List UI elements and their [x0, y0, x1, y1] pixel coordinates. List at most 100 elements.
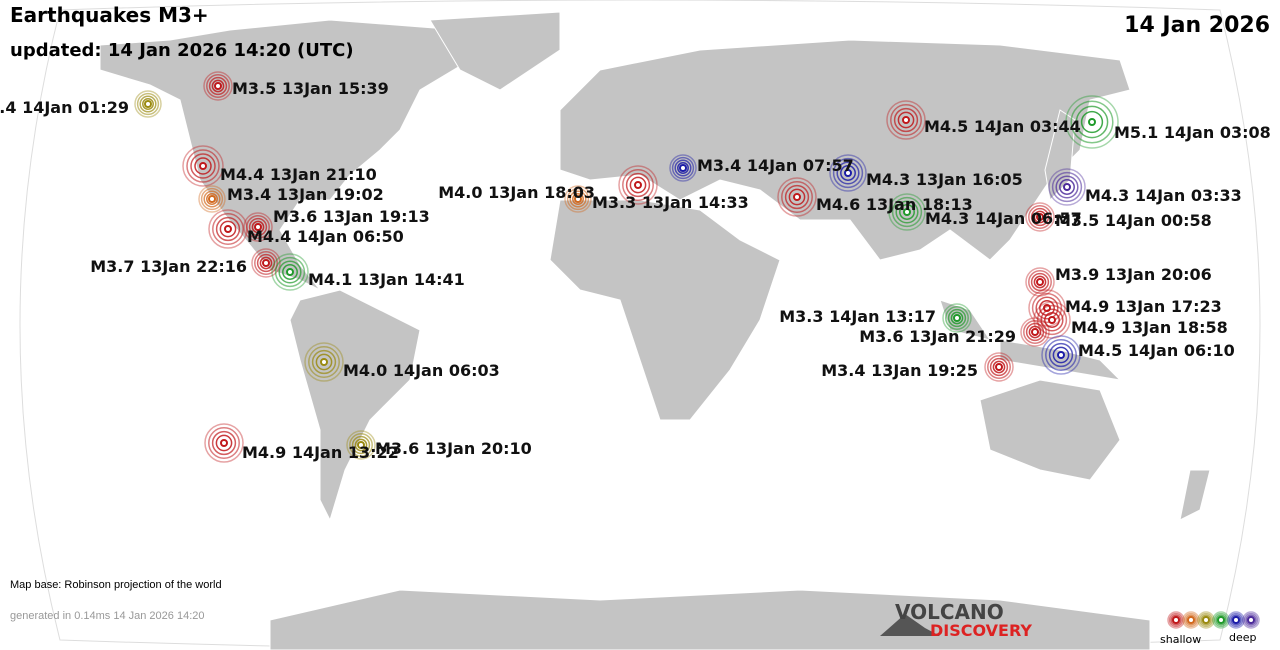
ring	[1033, 275, 1047, 289]
center	[1036, 213, 1044, 221]
ring	[886, 100, 926, 140]
ring	[1035, 296, 1059, 320]
ring	[198, 185, 226, 213]
quake-marker	[1020, 317, 1050, 347]
quake-marker	[1212, 611, 1230, 629]
quake-marker	[618, 165, 658, 205]
quake-marker	[942, 303, 972, 333]
center	[679, 164, 687, 172]
center	[903, 208, 911, 216]
center	[793, 193, 801, 201]
center	[199, 162, 207, 170]
ring	[206, 74, 230, 98]
ring	[203, 190, 221, 208]
logo-icon	[880, 614, 940, 636]
ring	[1028, 205, 1052, 229]
center	[902, 116, 910, 124]
ring	[212, 213, 244, 245]
quake-marker	[251, 248, 281, 278]
center	[1036, 278, 1044, 286]
quake-marker	[134, 90, 162, 118]
ring	[1055, 175, 1079, 199]
ring	[194, 157, 212, 175]
ring	[204, 423, 244, 463]
ring	[215, 434, 233, 452]
ring	[1198, 612, 1214, 628]
quake-label: M3.9 13Jan 20:06	[1055, 265, 1212, 284]
quake-marker	[829, 154, 867, 192]
ring	[311, 349, 337, 375]
ring	[1242, 611, 1260, 629]
date: 14 Jan 2026	[1124, 13, 1270, 38]
ring	[278, 260, 302, 284]
ring	[186, 149, 220, 183]
center	[224, 225, 232, 233]
ring	[622, 169, 654, 201]
ring	[308, 346, 340, 378]
quake-marker	[304, 342, 344, 382]
quake-label: M4.5 14Jan 03:44	[924, 117, 1081, 136]
quake-marker	[208, 209, 248, 249]
ring	[200, 187, 224, 211]
ring	[1048, 342, 1074, 368]
ring	[671, 156, 695, 180]
ring	[1168, 612, 1184, 628]
quake-marker	[777, 177, 817, 217]
ring	[1200, 614, 1212, 626]
title: Earthquakes M3+	[10, 3, 209, 27]
ring	[203, 71, 233, 101]
center	[1192, 382, 1198, 388]
ring	[899, 204, 915, 220]
generated: generated in 0.14ms 14 Jan 2026 14:20	[10, 610, 204, 622]
quake-label: M4.4 13Jan 21:10	[220, 165, 377, 184]
ring	[1230, 614, 1242, 626]
quake-marker	[346, 430, 376, 460]
ring	[832, 157, 864, 189]
ring	[208, 76, 228, 96]
center	[1021, 228, 1027, 234]
ring	[1065, 95, 1119, 149]
ring	[788, 188, 806, 206]
ring	[674, 159, 692, 177]
ring	[251, 220, 265, 234]
ring	[346, 430, 376, 460]
quake-label: M4.9 13Jan 17:23	[1065, 297, 1222, 316]
ring	[354, 438, 368, 452]
unlabeled-quakes	[1021, 228, 1209, 469]
quake-marker	[1195, 395, 1201, 401]
ring	[271, 253, 309, 291]
ring	[572, 193, 584, 205]
ring	[629, 176, 647, 194]
center	[220, 439, 228, 447]
legend	[1167, 611, 1260, 629]
ring	[206, 193, 218, 205]
ring	[248, 217, 268, 237]
ring	[1243, 612, 1259, 628]
quake-marker	[1065, 95, 1119, 149]
center	[995, 363, 1003, 371]
ring	[349, 433, 373, 457]
ring	[1028, 325, 1042, 339]
quake-marker	[984, 352, 1014, 382]
quake-marker	[888, 193, 926, 231]
quake-label: M4.3 14Jan 06:57	[925, 209, 1082, 228]
center	[262, 259, 270, 267]
ring	[897, 111, 915, 129]
center	[208, 195, 216, 203]
quake-marker	[182, 145, 224, 187]
center	[1202, 616, 1210, 624]
ring	[1048, 168, 1086, 206]
ring	[1170, 614, 1182, 626]
quake-label: M3.4 13Jan 19:25	[821, 361, 978, 380]
ring	[211, 430, 237, 456]
ring	[890, 104, 922, 136]
center	[1057, 351, 1065, 359]
ring	[566, 187, 590, 211]
land	[99, 11, 1211, 650]
quake-marker	[1203, 463, 1209, 469]
quake-label: M4.1 13Jan 14:41	[308, 270, 465, 289]
center	[1187, 616, 1195, 624]
logo-text: DISCOVERY	[930, 621, 1032, 640]
ring	[1030, 207, 1050, 227]
center	[320, 358, 328, 366]
